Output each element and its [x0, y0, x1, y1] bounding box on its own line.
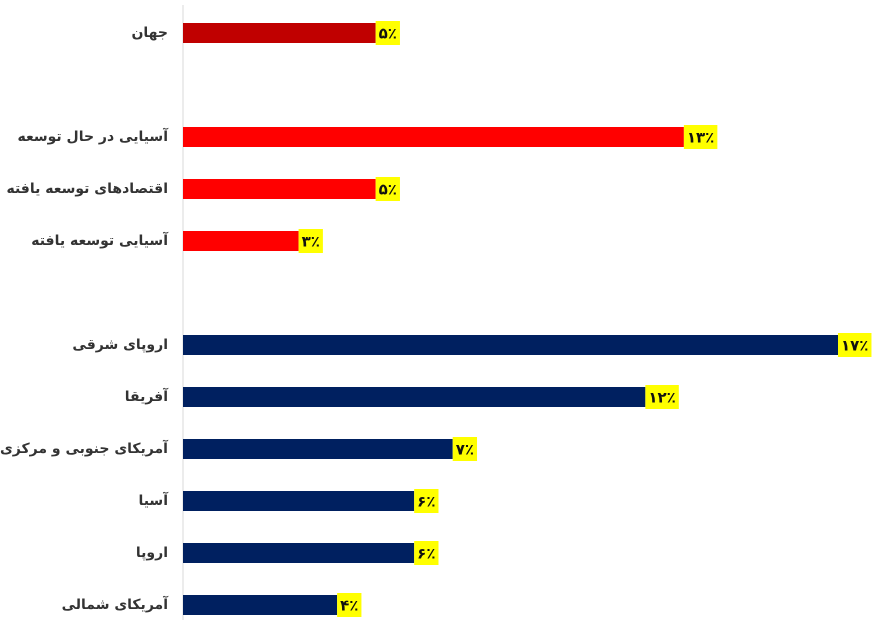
- value-label: ۴٪: [340, 597, 358, 615]
- bar: [183, 231, 299, 251]
- category-label: آمریکای شمالی: [62, 595, 170, 613]
- value-label-bg: [452, 437, 478, 461]
- category-label: آسیا: [138, 491, 169, 509]
- value-label: ۱۲٪: [648, 389, 675, 407]
- bar: [183, 439, 453, 459]
- bar: [183, 491, 415, 511]
- category-label: جهان: [131, 25, 168, 41]
- value-label-bg: [645, 385, 679, 409]
- value-label-bg: [838, 333, 872, 357]
- category-label: آسیایی توسعه یافته: [31, 231, 169, 249]
- value-label: ۵٪: [379, 25, 397, 43]
- bar: [183, 335, 838, 355]
- value-label-bg: [375, 21, 400, 45]
- value-label: ۷٪: [456, 441, 474, 459]
- value-label-bg: [298, 229, 323, 253]
- value-label: ۶٪: [417, 545, 435, 563]
- category-label: اروپای شرقی: [72, 337, 168, 353]
- category-label: اقتصادهای توسعه یافته: [6, 181, 168, 197]
- value-label: ۶٪: [417, 493, 435, 511]
- category-label: آسیایی در حال توسعه: [17, 127, 169, 145]
- value-label: ۱۳٪: [687, 129, 714, 147]
- bar: [183, 387, 646, 407]
- bar: [183, 543, 415, 563]
- bar: [183, 595, 338, 615]
- category-label: آفریقا: [125, 387, 169, 405]
- category-label: اروپا: [136, 545, 168, 561]
- value-label: ۵٪: [379, 181, 397, 199]
- category-label: آمریکای جنوبی و مرکزی: [0, 439, 169, 457]
- value-label-bg: [337, 593, 362, 617]
- value-label-bg: [683, 125, 718, 149]
- value-label-bg: [414, 541, 439, 565]
- value-label-bg: [375, 177, 400, 201]
- value-label: ۱۷٪: [841, 337, 868, 355]
- value-label: ۳٪: [302, 233, 320, 251]
- value-label-bg: [414, 489, 439, 513]
- bar: [183, 179, 376, 199]
- bar: [183, 23, 376, 43]
- bar: [183, 127, 684, 147]
